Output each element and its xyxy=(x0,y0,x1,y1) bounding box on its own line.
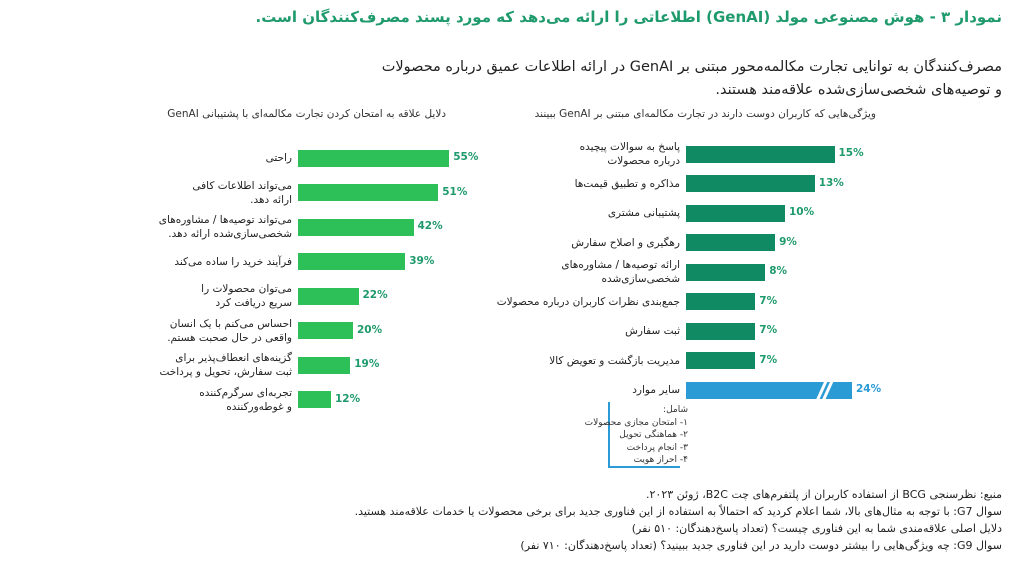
bar-other xyxy=(686,381,852,399)
value-label: 8% xyxy=(769,265,788,277)
bar xyxy=(298,356,351,374)
bar xyxy=(298,149,450,167)
category-label: می‌تواند اطلاعات کافی ارائه دهد. xyxy=(192,179,292,206)
category-label: رهگیری و اصلاح سفارش xyxy=(571,236,680,249)
chart-title: نمودار ۳ - هوش مصنوعی مولد (GenAI) اطلاع… xyxy=(255,8,1002,26)
value-label: 42% xyxy=(417,220,443,232)
bar xyxy=(686,234,776,251)
category-label: می‌تواند توصیه‌ها / مشاوره‌های شخصی‌سازی‌… xyxy=(158,214,292,240)
value-label: 7% xyxy=(759,353,778,366)
bar xyxy=(686,204,785,222)
value-label: 20% xyxy=(357,323,383,336)
value-label: 13% xyxy=(818,176,844,189)
other-items-heading: شامل: xyxy=(663,405,688,415)
footnotes: منبع: نظرسنجی BCG از استفاده کاربران از … xyxy=(22,486,1002,554)
other-items-list: شامل: ۱- امتحان مجازی محصولات ۲- هماهنگی… xyxy=(585,404,688,467)
value-label: 12% xyxy=(335,392,361,405)
category-label: ارائه توصیه‌ها / مشاوره‌های شخصی‌سازی‌شده xyxy=(561,259,680,285)
value-label: 24% xyxy=(856,383,882,395)
bar xyxy=(298,287,359,305)
other-item: ۱- امتحان مجازی محصولات xyxy=(584,417,688,428)
category-label: پشتیبانی مشتری xyxy=(607,207,680,219)
other-item: ۳- انجام پرداخت xyxy=(626,442,688,453)
bar xyxy=(298,322,353,339)
bar xyxy=(298,391,331,408)
value-label: 15% xyxy=(838,147,864,159)
category-label: گزینه‌های انعطاف‌پذیر برای ثبت سفارش، تحو… xyxy=(159,352,292,378)
category-label: راحتی xyxy=(265,152,292,164)
bar xyxy=(298,184,439,201)
bar xyxy=(686,322,756,340)
other-item: ۲- هماهنگی تحویل xyxy=(619,430,688,440)
value-label: 19% xyxy=(354,358,380,370)
value-label: 10% xyxy=(789,206,815,218)
category-label: سایر موارد xyxy=(632,384,680,396)
value-label: 7% xyxy=(759,294,778,307)
footnote-line: دلایل اصلی علاقه‌مندی شما به این فناوری … xyxy=(631,522,1002,535)
bar xyxy=(686,293,756,310)
category-label: مدیریت بازگشت و تعویض کالا xyxy=(549,354,680,367)
category-label: پاسخ به سوالات پیچیده درباره محصولات xyxy=(579,141,680,167)
category-label: فرآیند خرید را ساده می‌کند xyxy=(174,255,292,268)
category-label: می‌توان محصولات را سریع دریافت کرد xyxy=(201,283,292,309)
chart-subtitle: مصرف‌کنندگان به توانایی تجارت مکالمه‌محو… xyxy=(22,56,1002,102)
value-label: 39% xyxy=(409,254,435,267)
footnote-source: منبع: نظرسنجی BCG از استفاده کاربران از … xyxy=(646,488,1002,501)
bar xyxy=(686,263,766,281)
other-items-callout xyxy=(608,402,680,468)
bar xyxy=(298,253,406,270)
value-label: 55% xyxy=(453,151,479,163)
subtitle-line: و توصیه‌های شخصی‌سازی‌شده علاقه‌مند هستن… xyxy=(715,82,1002,98)
value-label: 22% xyxy=(362,289,388,301)
subtitle-line: مصرف‌کنندگان به توانایی تجارت مکالمه‌محو… xyxy=(381,59,1002,75)
category-label: احساس می‌کنم با یک انسان واقعی در حال صحب… xyxy=(167,317,292,344)
other-item: ۴- احراز هویت xyxy=(633,455,688,465)
right-chart-title: ویژگی‌هایی که کاربران دوست دارند در تجار… xyxy=(534,108,876,120)
left-chart-title: دلایل علاقه به امتحان کردن تجارت مکالمه‌… xyxy=(167,108,446,120)
bar xyxy=(686,145,835,163)
bar xyxy=(298,218,414,236)
bar xyxy=(686,175,815,192)
value-label: 7% xyxy=(759,324,778,336)
category-label: ثبت سفارش xyxy=(625,325,680,337)
value-label: 51% xyxy=(442,185,468,198)
value-label: 9% xyxy=(779,235,797,248)
bar xyxy=(686,352,756,369)
category-label: جمع‌بندی نظرات کاربران درباره محصولات xyxy=(496,295,680,308)
category-label: مذاکره و تطبیق قیمت‌ها xyxy=(574,177,680,190)
footnote-line: سوال G7: با توجه به مثال‌های بالا، شما ا… xyxy=(354,505,1002,518)
category-label: تجربه‌ای سرگرم‌کننده و غوطه‌ورکننده xyxy=(199,386,292,413)
footnote-line: سوال G9: چه ویژگی‌هایی را بیشتر دوست دار… xyxy=(520,539,1002,552)
